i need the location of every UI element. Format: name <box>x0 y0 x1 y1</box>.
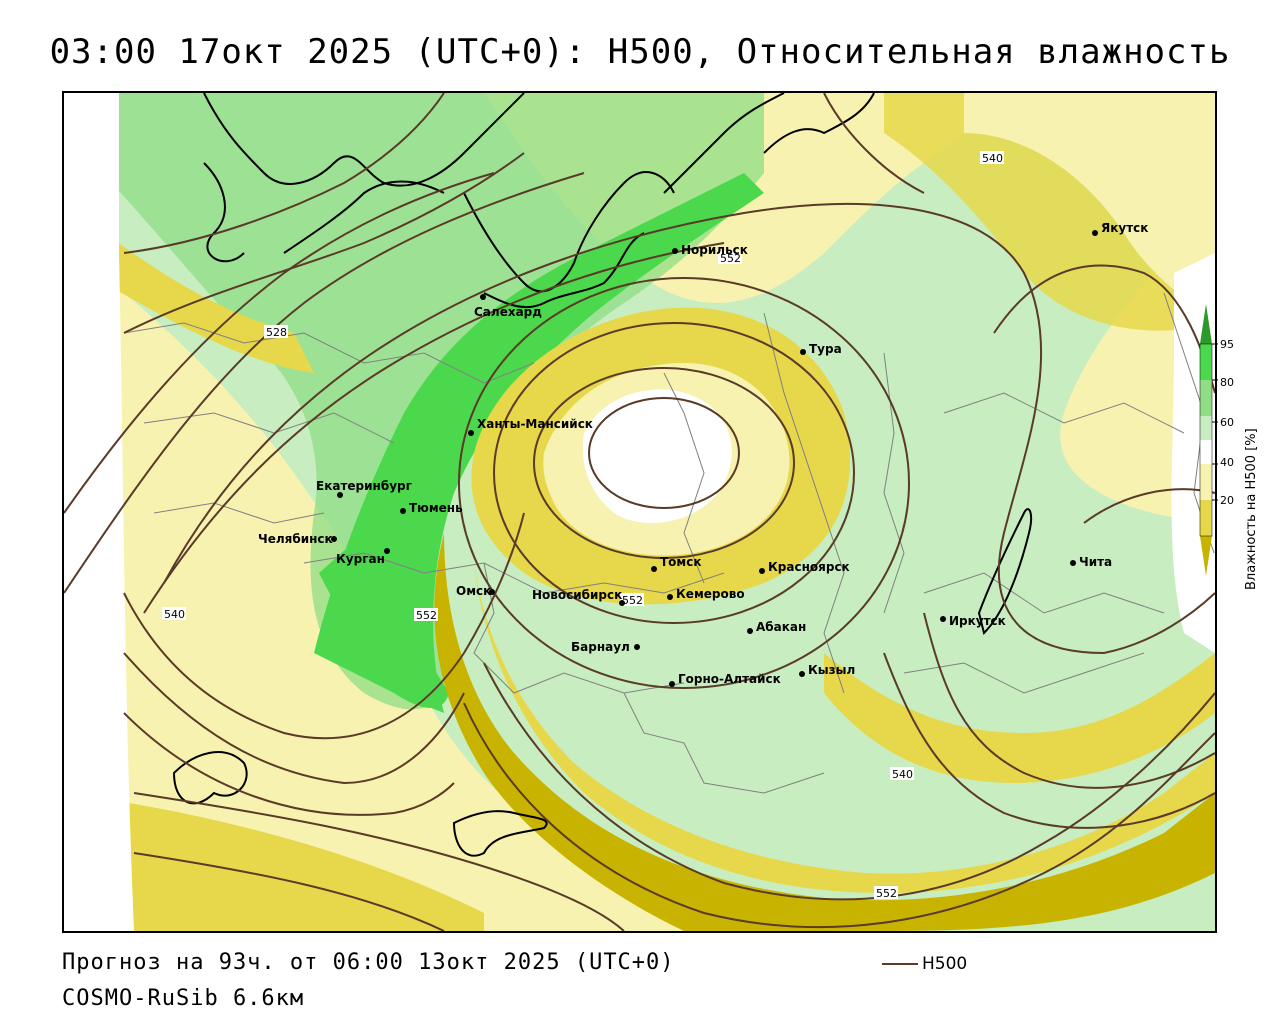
map-canvas: 540 552 528 540 552 540 552 552 Якутск <box>64 93 1215 931</box>
city-tomsk[interactable]: Томск <box>651 555 702 572</box>
city-label: Тура <box>809 342 842 356</box>
city-kurgan[interactable]: Курган <box>336 548 390 566</box>
map-title: 03:00 17окт 2025 (UTC+0): H500, Относите… <box>49 32 1231 72</box>
city-label: Красноярск <box>768 560 850 574</box>
city-label: Челябинск <box>258 532 333 546</box>
city-tura[interactable]: Тура <box>800 342 842 356</box>
city-barnaul[interactable]: Барнаул <box>571 640 640 654</box>
forecast-info: Прогноз на 93ч. от 06:00 13окт 2025 (UTC… <box>62 950 675 975</box>
city-krasnoyarsk[interactable]: Красноярск <box>759 560 850 574</box>
legend-colorbar: 95 80 60 40 20 <box>1199 304 1234 576</box>
legend-tick: 20 <box>1220 494 1234 507</box>
cities: Якутск Норильск Салехард Тура Ханты-Манс… <box>258 221 1148 687</box>
city-label: Салехард <box>474 305 542 319</box>
model-name: COSMO-RuSib 6.6км <box>62 986 305 1011</box>
city-marker <box>634 644 640 650</box>
city-label: Абакан <box>756 620 806 634</box>
city-kyzyl[interactable]: Кызыл <box>799 663 855 677</box>
city-chelyabinsk[interactable]: Челябинск <box>258 532 337 546</box>
city-irkutsk[interactable]: Иркутск <box>940 614 1006 628</box>
legend-tick: 95 <box>1220 338 1234 351</box>
city-label: Тюмень <box>409 501 463 515</box>
city-marker <box>489 589 495 595</box>
h500-legend-label: H500 <box>922 954 968 974</box>
humidity-legend: 95 80 60 40 20 <box>1196 300 1280 600</box>
city-marker <box>331 536 337 542</box>
contour-label: 528 <box>266 326 287 339</box>
city-label: Якутск <box>1101 221 1148 235</box>
city-marker <box>1092 230 1098 236</box>
legend-tick: 60 <box>1220 416 1234 429</box>
city-chita[interactable]: Чита <box>1070 555 1112 569</box>
city-abakan[interactable]: Абакан <box>747 620 806 634</box>
city-label: Горно-Алтайск <box>678 672 781 686</box>
contour-label: 540 <box>892 768 913 781</box>
city-marker <box>651 566 657 572</box>
city-marker <box>799 671 805 677</box>
city-yakutsk[interactable]: Якутск <box>1092 221 1148 236</box>
city-marker <box>800 349 806 355</box>
legend-arrow-bottom <box>1200 536 1212 576</box>
city-marker <box>669 681 675 687</box>
city-marker <box>619 600 625 606</box>
city-gorno-altaysk[interactable]: Горно-Алтайск <box>669 672 781 687</box>
city-marker <box>384 548 390 554</box>
city-label: Чита <box>1079 555 1112 569</box>
city-norilsk[interactable]: Норильск <box>672 243 748 257</box>
city-label: Иркутск <box>949 614 1006 628</box>
contour-label: 552 <box>876 887 897 900</box>
city-marker <box>940 616 946 622</box>
city-khanty-mansiysk[interactable]: Ханты-Мансийск <box>468 417 593 436</box>
contour-label: 540 <box>982 152 1003 165</box>
city-marker <box>468 430 474 436</box>
city-label: Екатеринбург <box>316 479 412 493</box>
h500-legend: H500 <box>882 954 967 974</box>
legend-arrow-top <box>1200 304 1212 344</box>
city-label: Новосибирск <box>532 588 622 602</box>
h500-line-swatch <box>882 963 918 965</box>
city-label: Норильск <box>681 243 748 257</box>
city-marker <box>759 568 765 574</box>
contour-label: 552 <box>416 609 437 622</box>
city-marker <box>747 628 753 634</box>
city-label: Курган <box>336 552 385 566</box>
city-marker <box>1070 560 1076 566</box>
city-yekaterinburg[interactable]: Екатеринбург <box>316 479 412 498</box>
city-marker <box>672 248 678 254</box>
contour-label: 552 <box>622 594 643 607</box>
humidity-field <box>64 93 1215 931</box>
legend-tick: 40 <box>1220 456 1234 469</box>
coastlines <box>172 93 1033 857</box>
city-omsk[interactable]: Омск <box>456 584 495 598</box>
city-marker <box>667 594 673 600</box>
weather-map: 540 552 528 540 552 540 552 552 Якутск <box>62 91 1217 933</box>
city-label: Кызыл <box>808 663 855 677</box>
contour-label: 540 <box>164 608 185 621</box>
city-label: Кемерово <box>676 587 745 601</box>
city-marker <box>480 294 486 300</box>
city-marker <box>337 492 343 498</box>
city-tyumen[interactable]: Тюмень <box>400 501 463 515</box>
h500-contours <box>64 93 1215 931</box>
legend-tick: 80 <box>1220 376 1234 389</box>
city-kemerovo[interactable]: Кемерово <box>667 587 745 601</box>
city-novosibirsk[interactable]: Новосибирск <box>532 588 625 606</box>
contour-labels: 540 552 528 540 552 540 552 552 <box>162 151 1004 900</box>
city-label: Ханты-Мансийск <box>477 417 593 431</box>
city-marker <box>400 508 406 514</box>
city-label: Барнаул <box>571 640 630 654</box>
city-label: Томск <box>660 555 702 569</box>
city-salekhard[interactable]: Салехард <box>474 294 542 319</box>
contour-label: 552 <box>720 252 741 265</box>
city-label: Омск <box>456 584 491 598</box>
legend-title: Влажность на H500 [%] <box>1244 428 1259 590</box>
